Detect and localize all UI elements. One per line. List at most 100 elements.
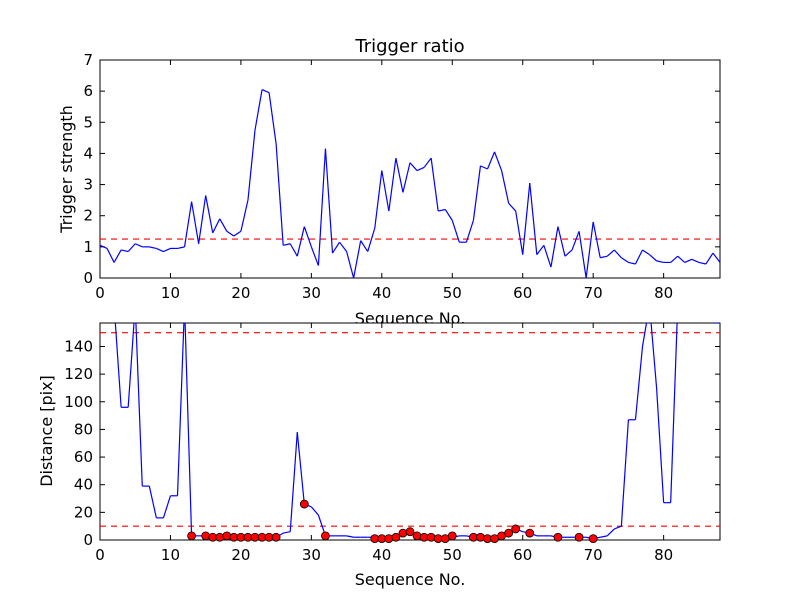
- data-point-marker: [384, 534, 394, 544]
- series-line-segment: [183, 201, 193, 247]
- series-line-segment: [606, 249, 615, 257]
- axes-frame: [99, 322, 721, 541]
- data-point-marker: [412, 531, 422, 541]
- series-line-segment: [296, 432, 305, 505]
- series-line-segment: [226, 230, 235, 237]
- series-line-segment: [634, 249, 644, 265]
- series-line-segment: [381, 170, 390, 212]
- series-line-segment: [156, 247, 164, 253]
- series-line-segment: [331, 241, 341, 254]
- series-line-segment: [508, 202, 517, 212]
- series-line-segment: [543, 245, 552, 268]
- y-tick-label: 100: [64, 393, 93, 411]
- x-tick-label: 20: [231, 284, 250, 302]
- series-line-segment: [691, 258, 700, 263]
- data-point-marker: [504, 528, 514, 538]
- series-line-segment: [641, 323, 648, 347]
- x-tick-label: 0: [95, 284, 105, 302]
- series-line-segment: [121, 249, 129, 253]
- y-tick-label: 1: [83, 238, 93, 256]
- data-point-marker: [398, 528, 408, 538]
- data-point-marker: [574, 532, 584, 542]
- series-line-segment: [190, 201, 200, 244]
- series-line-segment: [374, 170, 383, 229]
- series-line-segment: [592, 221, 601, 258]
- series-line-segment: [571, 231, 580, 251]
- series-line-segment: [268, 92, 277, 145]
- data-point-marker: [321, 531, 330, 541]
- data-point-marker: [222, 531, 232, 541]
- y-tick-label: 2: [83, 207, 93, 225]
- y-axis-label: Trigger strength: [57, 105, 76, 234]
- series-line-segment: [670, 255, 679, 263]
- series-line-segment: [698, 261, 707, 265]
- series-line-segment: [100, 244, 108, 249]
- series-line-segment: [621, 257, 629, 263]
- series-line-segment: [353, 240, 362, 278]
- series-line-segment: [289, 432, 298, 532]
- series-line-segment: [705, 252, 714, 265]
- y-tick-label: 60: [74, 448, 93, 466]
- series-line-segment: [529, 182, 538, 255]
- series-line-segment: [367, 227, 376, 252]
- series-line-segment: [296, 226, 305, 257]
- x-tick-label: 40: [372, 546, 391, 564]
- x-tick-label: 80: [654, 284, 673, 302]
- series-line-segment: [451, 220, 460, 243]
- x-tick-label: 30: [302, 284, 321, 302]
- series-line-segment: [600, 255, 608, 259]
- series-line-segment: [444, 209, 453, 221]
- series-line-segment: [113, 249, 122, 263]
- series-line-segment: [606, 528, 615, 537]
- y-tick-label: 3: [83, 176, 93, 194]
- y-tick-label: 40: [74, 476, 93, 494]
- series-line: [100, 89, 720, 278]
- series-line-segment: [127, 323, 135, 408]
- series-line-segment: [317, 148, 327, 266]
- series-line-segment: [684, 258, 693, 263]
- series-line-segment: [324, 148, 334, 254]
- series-line-segment: [233, 230, 242, 237]
- y-tick-label: 0: [83, 531, 93, 549]
- x-tick-label: 20: [231, 546, 250, 564]
- data-point-marker: [299, 499, 309, 509]
- y-tick-label: 4: [83, 144, 93, 162]
- y-tick-label: 6: [83, 82, 93, 100]
- series-line-segment: [346, 251, 355, 278]
- series-line-segment: [613, 249, 622, 259]
- series-line-segment: [149, 246, 157, 250]
- data-point-marker: [215, 532, 225, 542]
- series-line-segment: [254, 89, 263, 131]
- series-line-segment: [656, 260, 664, 264]
- series-line-segment: [114, 323, 122, 408]
- series-line-segment: [642, 249, 650, 256]
- data-point-marker: [391, 532, 401, 542]
- series-line-segment: [184, 323, 193, 536]
- x-tick-label: 50: [443, 546, 462, 564]
- x-tick-label: 80: [654, 546, 673, 564]
- x-axis-label: Sequence No.: [355, 570, 466, 589]
- series-line-segment: [162, 495, 172, 519]
- series-line-segment: [493, 151, 503, 171]
- series-line-segment: [310, 246, 319, 266]
- series-line-segment: [283, 243, 291, 246]
- series-line-segment: [614, 525, 622, 530]
- data-point-marker: [525, 528, 535, 538]
- series-line-segment: [339, 241, 348, 252]
- series-line-segment: [430, 158, 439, 212]
- x-tick-label: 10: [161, 546, 180, 564]
- chart-title: Trigger ratio: [354, 36, 464, 57]
- series-line-segment: [670, 323, 678, 503]
- series-line-segment: [564, 249, 573, 257]
- series-line-segment: [135, 323, 143, 487]
- series-line-segment: [438, 208, 446, 212]
- series-line-segment: [655, 387, 665, 503]
- series-line-segment: [303, 226, 312, 248]
- series-line-segment: [650, 323, 658, 389]
- series-line-segment: [402, 162, 411, 193]
- series-line-segment: [620, 419, 630, 527]
- data-point-marker: [447, 531, 457, 541]
- series-line-segment: [106, 248, 115, 263]
- series-line-segment: [578, 231, 587, 278]
- series-line-segment: [283, 531, 291, 534]
